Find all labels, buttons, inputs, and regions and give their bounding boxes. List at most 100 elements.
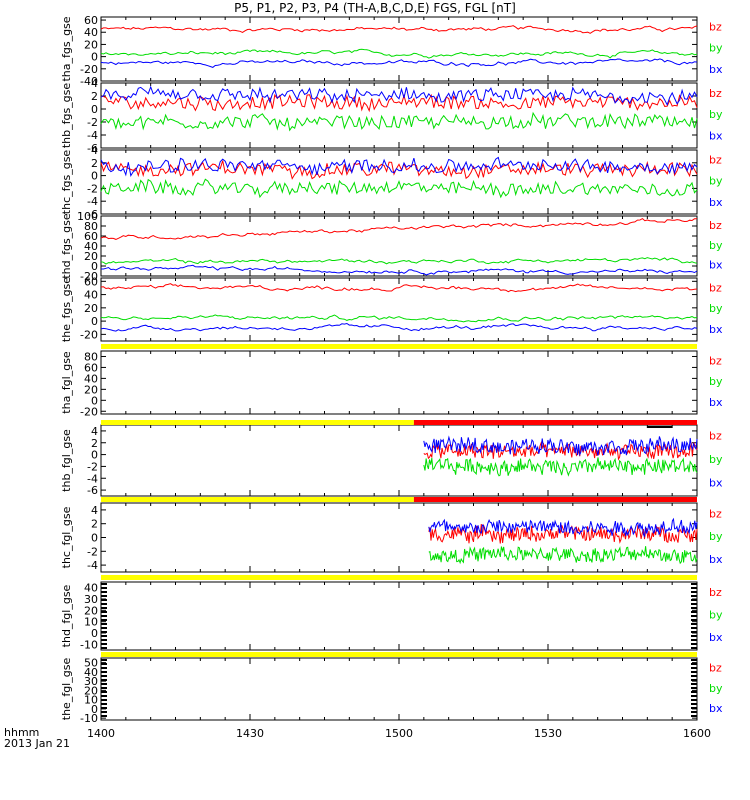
flag-bar-black	[647, 426, 673, 428]
y-tick-label: 40	[84, 26, 98, 39]
y-tick-label: -20	[80, 328, 98, 341]
y-tick-label: 60	[84, 275, 98, 288]
panel-frame	[100, 581, 698, 651]
series-bx-line	[428, 517, 698, 538]
y-axis-label: the_fgs_gse	[60, 277, 73, 342]
series-bx-line	[100, 156, 698, 177]
panel-frame	[100, 16, 698, 82]
y-tick-label: 0	[91, 532, 98, 545]
panel-frame	[100, 82, 698, 149]
x-tick-label: 1500	[385, 727, 413, 740]
legend-label-bz: bz	[709, 281, 722, 294]
y-tick-label: 80	[84, 350, 98, 363]
y-tick-label: 20	[84, 383, 98, 396]
y-tick-label: 60	[84, 230, 98, 243]
series-by-line	[100, 48, 698, 59]
legend-label-by: by	[709, 682, 723, 695]
legend-label-bz: bz	[709, 661, 722, 674]
legend-label-bz: bz	[709, 586, 722, 599]
legend-label-by: by	[709, 42, 723, 55]
y-tick-label: 0	[91, 627, 98, 640]
y-tick-label: 40	[84, 666, 98, 679]
y-axis-label: thb_fgl_gse	[60, 429, 73, 492]
legend-label-bx: bx	[709, 477, 723, 490]
y-tick-label: 50	[84, 657, 98, 670]
y-tick-label: 60	[84, 361, 98, 374]
legend-label-bx: bx	[709, 702, 723, 715]
series-bx-line	[101, 264, 698, 276]
y-tick-label: -2	[87, 182, 98, 195]
y-tick-label: -4	[87, 559, 98, 572]
legend-label-by: by	[709, 175, 723, 188]
y-tick-label: 40	[84, 582, 98, 595]
y-tick-label: 20	[84, 302, 98, 315]
y-tick-label: 20	[84, 250, 98, 263]
y-tick-label: 0	[91, 51, 98, 64]
y-tick-label: 4	[91, 144, 98, 157]
legend-label-bz: bz	[709, 87, 722, 100]
y-tick-label: 2	[91, 90, 98, 103]
y-axis-label: thc_fgs_gse	[60, 150, 73, 215]
series-bx-line	[100, 322, 698, 332]
flag-bar-yellow	[101, 497, 414, 502]
series-bz-line	[100, 283, 698, 293]
series-by-line	[428, 546, 698, 565]
x-axis-units-label: hhmm	[4, 726, 40, 739]
y-axis-label: thb_fgs_gse	[60, 83, 73, 149]
y-tick-label: -20	[80, 63, 98, 76]
y-tick-label: -2	[87, 460, 98, 473]
y-tick-label: 2	[91, 518, 98, 531]
y-tick-label: 0	[91, 315, 98, 328]
flag-bar-yellow	[101, 652, 697, 657]
legend-label-bx: bx	[709, 63, 723, 76]
y-tick-label: 30	[84, 593, 98, 606]
series-by-line	[100, 257, 698, 265]
y-tick-label: 0	[91, 170, 98, 183]
y-tick-label: 20	[84, 38, 98, 51]
y-tick-label: -20	[80, 270, 98, 283]
y-tick-label: -2	[87, 116, 98, 129]
series-by-line	[100, 111, 698, 132]
y-tick-label: 80	[84, 220, 98, 233]
y-tick-label: 40	[84, 289, 98, 302]
y-axis-label: the_fgl_gse	[60, 658, 73, 721]
y-tick-label: 0	[91, 394, 98, 407]
legend-label-by: by	[709, 375, 723, 388]
legend-label-bx: bx	[709, 259, 723, 272]
y-tick-label: 0	[91, 703, 98, 716]
flag-bar-yellow	[101, 344, 697, 349]
y-tick-label: -40	[80, 75, 98, 88]
legend-label-by: by	[709, 239, 723, 252]
date-label: 2013 Jan 21	[4, 737, 70, 750]
x-tick-label: 1600	[683, 727, 711, 740]
legend-label-bz: bz	[709, 430, 722, 443]
series-by-line	[423, 457, 698, 477]
y-tick-label: -6	[87, 142, 98, 155]
legend-label-bx: bx	[709, 323, 723, 336]
y-tick-label: -6	[87, 484, 98, 497]
y-tick-label: 10	[84, 616, 98, 629]
panel-frame	[100, 657, 698, 721]
legend-label-by: by	[709, 302, 723, 315]
y-tick-label: 0	[91, 103, 98, 116]
y-tick-label: -4	[87, 195, 98, 208]
legend-label-bx: bx	[709, 631, 723, 644]
y-tick-label: 60	[84, 14, 98, 27]
y-axis-label: tha_fgl_gse	[60, 351, 73, 414]
flag-bar-red	[413, 497, 697, 502]
flag-bar-red	[413, 420, 697, 425]
series-bz-line	[428, 523, 698, 544]
legend-label-by: by	[709, 530, 723, 543]
y-tick-label: 10	[84, 694, 98, 707]
y-tick-label: 0	[91, 449, 98, 462]
legend-label-bz: bz	[709, 354, 722, 367]
y-axis-label: thc_fgl_gse	[60, 506, 73, 568]
legend-label-bx: bx	[709, 396, 723, 409]
y-tick-label: 100	[77, 210, 98, 223]
y-tick-label: -10	[80, 638, 98, 651]
y-tick-label: 2	[91, 157, 98, 170]
series-bx-line	[100, 85, 698, 106]
legend-label-bz: bz	[709, 154, 722, 167]
